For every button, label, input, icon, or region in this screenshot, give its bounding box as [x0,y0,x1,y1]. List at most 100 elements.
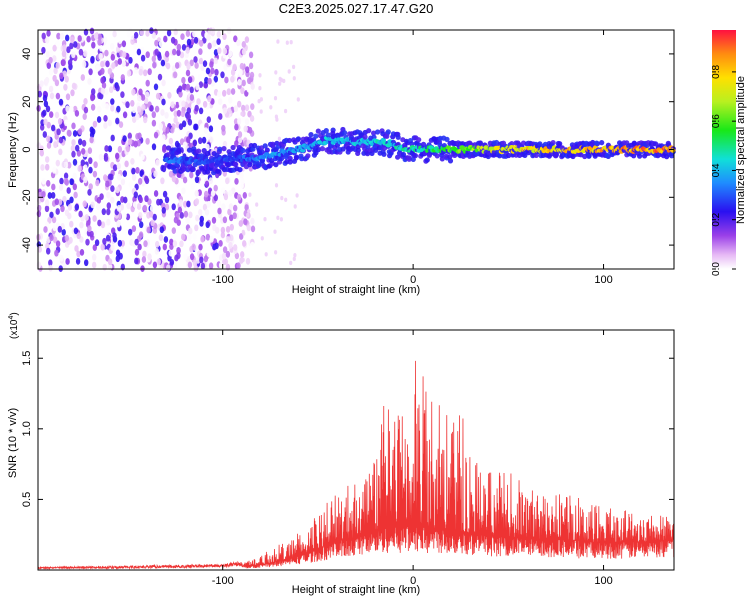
spectrogram-cell [81,60,87,68]
spectrogram-cell [106,208,111,216]
spectrogram-cell [179,212,184,219]
spectrogram-cell [236,262,241,269]
spectrogram-cell [243,125,248,133]
spectrogram-cell [186,147,193,153]
spectrogram-cell [533,152,539,158]
spectrogram-cell [205,221,210,229]
spectrogram-cell [54,249,59,257]
spectrogram-image [35,27,677,272]
spectrogram-cell [221,252,227,260]
spectrogram-cell [177,206,183,214]
spectrogram-cell [215,226,220,234]
spectrogram-cell [234,178,239,185]
spectrogram-cell [97,38,102,46]
spectrogram-cell [150,219,155,227]
spectrogram-cell [225,236,231,243]
spectrogram-cell [239,233,244,240]
spectrogram-cell [122,111,128,119]
spectrogram-cell [218,98,223,105]
spectrogram-cell [264,147,270,153]
snr-xtick-label: 100 [594,575,612,587]
spectrogram-cell [174,140,180,148]
spectrogram-cell [222,258,227,265]
spectrogram-cell [222,89,227,97]
spectrogram-cell [273,162,279,168]
spectrogram-cell [87,225,92,233]
spectrogram-ytick-label: -40 [21,237,33,253]
spectrogram-cell [117,239,123,247]
spectrogram-cell [78,138,83,146]
spectrogram-cell [172,240,178,248]
spectrogram-cell [295,136,301,142]
spectrogram-cell [138,212,143,219]
spectrogram-cell [130,158,135,165]
spectrogram-cell [152,213,157,221]
spectrogram-cell [355,150,361,156]
spectrogram-cell [637,153,643,159]
spectrogram-cell [110,53,116,61]
spectrogram-cell [44,199,50,207]
spectrogram-cell [110,134,115,142]
spectrogram-cell [244,118,250,125]
spectrogram-cell [192,139,198,147]
spectrogram-cell [59,72,64,80]
spectrogram-cell [278,81,282,86]
spectrogram-cell [67,212,72,220]
spectrogram-cell [92,215,97,222]
spectrogram-cell [116,105,121,113]
spectrogram-cell [102,263,107,271]
spectrogram-cell [156,258,161,266]
spectrogram-cell [152,261,158,269]
spectrogram-cell [52,55,57,62]
spectrogram-cell [371,130,377,136]
spectrogram-cell [136,124,141,131]
spectrogram-cell [121,60,127,68]
spectrogram-cell [97,92,102,100]
spectrogram-cell [83,176,88,184]
spectrogram-cell [88,157,93,165]
spectrogram-cell [154,248,159,255]
spectrogram-cell [97,219,102,227]
spectrogram-cell [92,170,98,178]
spectrogram-cell [56,128,61,136]
spectrogram-cell [163,35,168,43]
spectrogram-cell [120,74,126,81]
spectrogram-cell [434,153,440,159]
spectrogram-cell [181,187,186,195]
spectrogram-cell [228,241,233,249]
spectrogram-cell [241,257,245,263]
spectrogram-cell [99,44,104,52]
spectrogram-cell [403,138,410,144]
spectrogram-cell [160,109,165,116]
colorbar: 0.0 0.2 0.4 0.6 0.8 Normalized spectral ampl… [711,30,747,276]
snr-xtick-label: 0 [410,575,416,587]
spectrogram-cell [90,94,95,102]
spectrogram-cell [60,205,65,213]
spectrogram-cell [104,88,109,96]
spectrogram-cell [178,85,183,93]
spectrogram-cell [319,146,325,152]
spectrogram-cell [273,229,277,234]
spectrogram-cell [151,143,157,151]
spectrogram-cell [131,174,137,181]
spectrogram-cell [61,262,67,269]
spectrogram-cell [166,264,171,272]
spectrogram-cell [246,85,251,93]
spectrogram-cell [222,107,228,114]
spectrogram-cell [181,166,187,172]
spectrogram-cell [240,251,245,258]
spectrogram-cell [91,88,96,96]
spectrogram-cell [37,246,42,253]
spectrogram-cell [87,78,92,85]
spectrogram-cell [182,176,188,184]
spectrogram-cell [220,231,226,239]
spectrogram-cell [130,100,135,107]
spectrogram-cell [171,203,176,211]
spectrogram-cell [189,59,194,67]
spectrogram-cell [205,67,211,75]
spectrogram-cell [295,193,299,198]
spectrogram-cell [142,204,148,212]
spectrogram-cell [131,225,137,233]
spectrogram-cell [51,216,57,224]
spectrogram-cell [123,196,128,204]
